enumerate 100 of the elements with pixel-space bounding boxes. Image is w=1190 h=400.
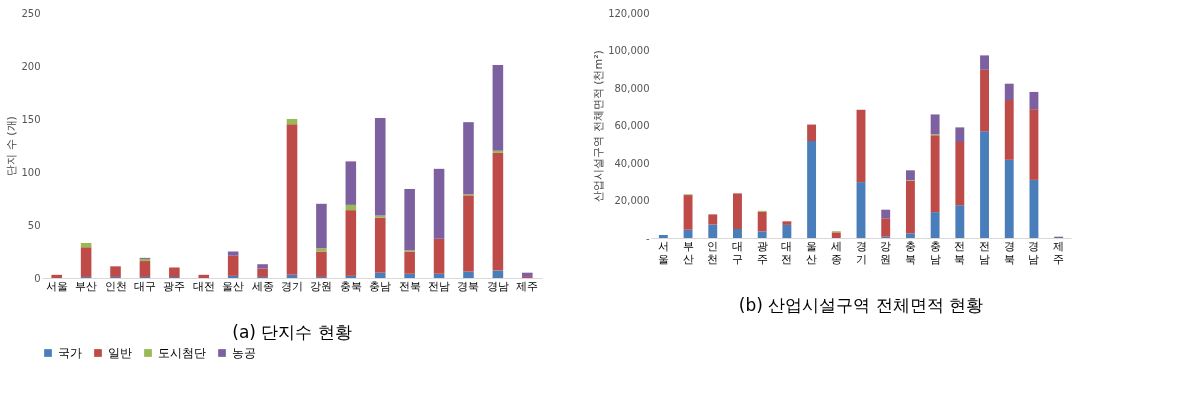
x-tick-label: 강원 bbox=[310, 279, 333, 293]
bar bbox=[51, 274, 62, 278]
bar bbox=[881, 209, 891, 219]
bar bbox=[345, 210, 357, 276]
bar bbox=[345, 161, 357, 205]
bar bbox=[374, 215, 386, 218]
bar bbox=[782, 221, 792, 225]
bar bbox=[257, 268, 268, 277]
bar bbox=[286, 124, 298, 275]
bar bbox=[374, 117, 386, 216]
bar bbox=[881, 218, 891, 237]
y-tick-label: 200 bbox=[21, 60, 41, 72]
bar bbox=[733, 229, 742, 238]
x-tick-label: 제주 bbox=[516, 279, 539, 293]
x-tick-label: 전남 bbox=[428, 279, 451, 293]
bar bbox=[492, 150, 504, 153]
x-tick-label: 충북 bbox=[904, 239, 916, 266]
bar bbox=[433, 238, 445, 274]
y-tick-label: 40,000 bbox=[614, 157, 650, 169]
bar bbox=[316, 203, 327, 249]
bar bbox=[463, 122, 474, 195]
bar bbox=[492, 152, 504, 271]
x-tick-label: 인천 bbox=[104, 279, 127, 293]
bar bbox=[831, 232, 841, 238]
bar bbox=[1029, 91, 1039, 110]
x-tick-label: 충북 bbox=[339, 279, 362, 293]
bar bbox=[139, 261, 151, 277]
y-tick-label: 0 bbox=[34, 272, 41, 284]
text: (a) 단지수 현황 bbox=[232, 322, 352, 342]
bar bbox=[955, 142, 965, 206]
x-tick-label: 경기 bbox=[855, 239, 867, 266]
bar bbox=[404, 188, 415, 251]
y-axis-title: 산업시설구역 전체면적 (천m²) bbox=[592, 50, 606, 202]
bar bbox=[905, 180, 915, 234]
bar bbox=[708, 214, 718, 225]
y-tick-label: 150 bbox=[21, 113, 41, 125]
x-tick-label: 광주 bbox=[163, 279, 186, 293]
bar bbox=[905, 170, 915, 181]
x-tick-label: 대구 bbox=[133, 279, 156, 293]
x-tick-label: 제주 bbox=[1053, 239, 1065, 266]
x-tick-label: 인천 bbox=[707, 239, 719, 266]
y-tick-label: - bbox=[645, 232, 650, 244]
x-tick-label: 경남 bbox=[1028, 239, 1040, 266]
bar bbox=[658, 235, 668, 238]
bar bbox=[492, 64, 504, 151]
bar bbox=[433, 168, 445, 239]
bar bbox=[80, 247, 92, 277]
bar bbox=[257, 264, 268, 269]
bar bbox=[1029, 109, 1039, 180]
x-tick-label: 전북 bbox=[398, 279, 421, 293]
x-tick-label: 울산 bbox=[806, 239, 818, 266]
bar bbox=[1004, 83, 1014, 100]
bar bbox=[807, 124, 817, 142]
bar bbox=[1004, 100, 1014, 160]
y-tick-label: 100,000 bbox=[608, 45, 650, 56]
x-tick-label: 서울 bbox=[657, 239, 669, 266]
x-tick-label: 대전 bbox=[192, 279, 215, 293]
x-tick-label: 서울 bbox=[45, 279, 68, 293]
bar bbox=[955, 127, 965, 142]
x-tick-label: 대전 bbox=[781, 239, 793, 266]
legend-label: 농공 bbox=[232, 346, 256, 360]
x-tick-label: 광주 bbox=[756, 239, 768, 266]
bar bbox=[198, 274, 210, 278]
bar bbox=[404, 251, 415, 274]
y-tick-label: 120,000 bbox=[608, 7, 650, 19]
bar bbox=[856, 182, 866, 238]
bar bbox=[930, 212, 940, 238]
x-tick-label: 세종 bbox=[830, 239, 842, 266]
x-tick-label: 부산 bbox=[75, 279, 98, 293]
bar bbox=[955, 205, 965, 238]
legend-label: 일반 bbox=[108, 346, 132, 360]
bar bbox=[980, 69, 989, 132]
bar bbox=[404, 273, 415, 278]
y-axis-title: 단지 수 (개) bbox=[5, 116, 19, 176]
bar bbox=[345, 275, 357, 278]
bar bbox=[374, 272, 386, 278]
bar bbox=[374, 217, 386, 273]
bar bbox=[757, 211, 767, 232]
bar bbox=[110, 266, 121, 277]
text: (b) 산업시설구역 전체면적 현황 bbox=[738, 295, 984, 315]
x-tick-label: 대구 bbox=[731, 239, 743, 266]
x-tick-label: 충남 bbox=[369, 279, 392, 293]
y-tick-label: 250 bbox=[21, 7, 41, 19]
bar bbox=[782, 224, 792, 238]
bar bbox=[316, 248, 327, 252]
bar bbox=[463, 271, 474, 278]
bar bbox=[169, 267, 180, 277]
x-tick-label: 충남 bbox=[929, 239, 941, 266]
bar bbox=[708, 224, 718, 238]
bar bbox=[733, 193, 742, 229]
bar bbox=[905, 233, 915, 238]
bar bbox=[980, 55, 989, 70]
bar bbox=[227, 255, 239, 276]
y-tick-label: 60,000 bbox=[614, 120, 650, 131]
bar bbox=[930, 135, 940, 213]
bar bbox=[683, 229, 693, 238]
bar bbox=[1029, 179, 1039, 238]
x-tick-label: 경북 bbox=[1003, 239, 1015, 266]
y-tick-label: 50 bbox=[27, 219, 41, 231]
x-tick-label: 세종 bbox=[251, 279, 274, 293]
